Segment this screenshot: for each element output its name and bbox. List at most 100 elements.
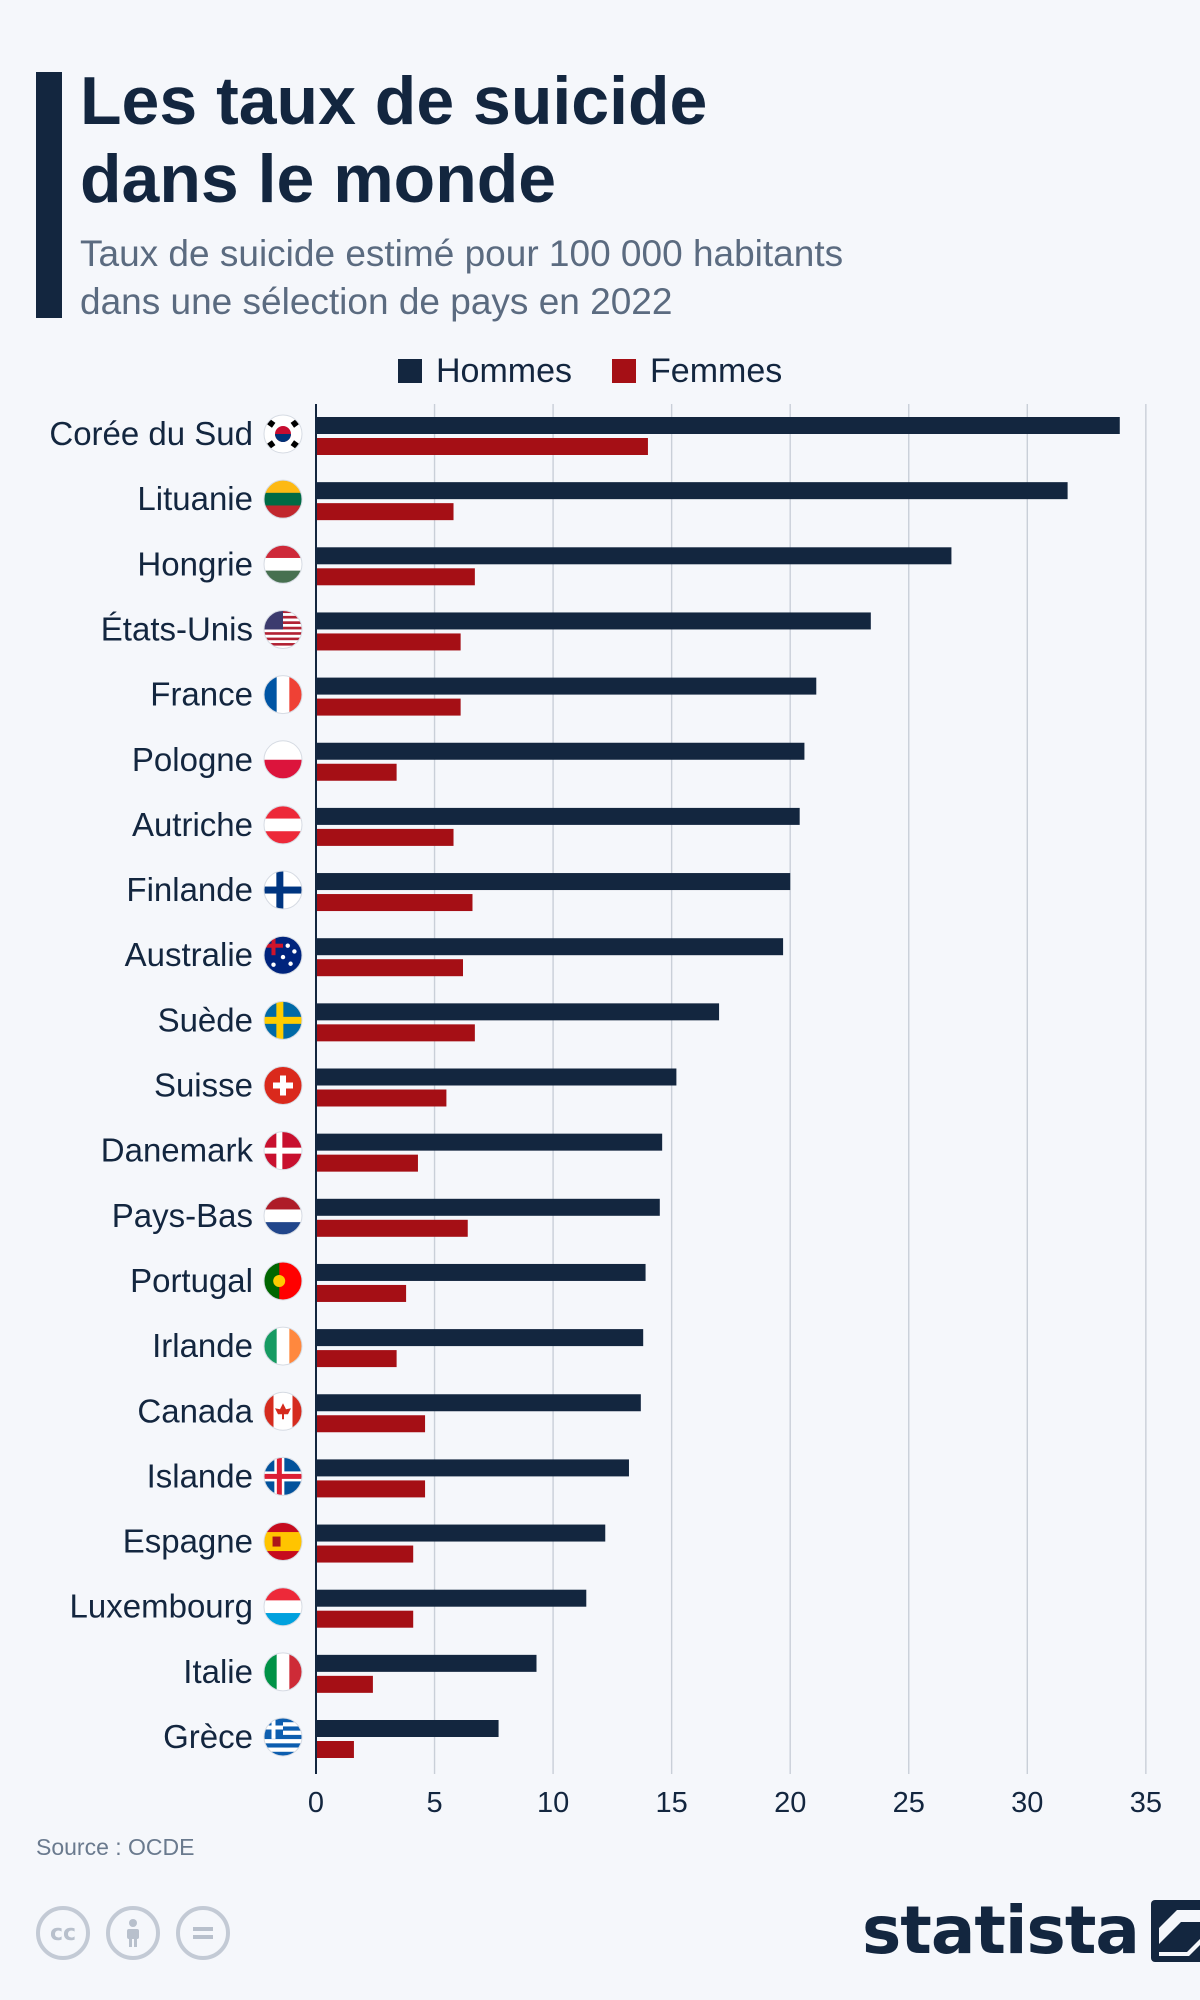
- statista-mark-icon: [1150, 1900, 1200, 1962]
- flag-outline: [263, 544, 303, 584]
- finland-flag-icon: [264, 871, 302, 910]
- bar-hommes: [316, 1198, 660, 1216]
- hungary-flag-icon: [264, 545, 302, 584]
- category-label: Finlande: [126, 871, 253, 908]
- category-label: Luxembourg: [70, 1588, 253, 1625]
- flag-outline: [263, 1066, 303, 1105]
- bar-femmes: [316, 438, 648, 455]
- statista-logo[interactable]: statista: [862, 1896, 1200, 1966]
- switzerland-flag-icon: [264, 1066, 302, 1105]
- flag-outline: [263, 740, 303, 780]
- bar-femmes: [316, 1545, 414, 1563]
- bar-femmes: [316, 894, 473, 912]
- bar-hommes: [316, 417, 1120, 434]
- legend-item-femmes: Femmes: [612, 352, 782, 391]
- bar-femmes: [316, 1154, 418, 1172]
- bar-femmes: [316, 1350, 397, 1368]
- category-label: Portugal: [130, 1262, 253, 1299]
- flag-outline: [263, 1587, 303, 1627]
- bar-femmes: [316, 568, 475, 586]
- bar-femmes: [316, 1284, 407, 1302]
- flag-outline: [263, 870, 303, 910]
- category-label: Corée du Sud: [49, 415, 253, 452]
- category-label: Hongrie: [137, 545, 253, 582]
- flag-outline: [263, 1261, 303, 1301]
- legend-item-hommes: Hommes: [398, 352, 572, 391]
- portugal-flag-icon: [264, 1261, 302, 1300]
- flag-outline: [263, 805, 303, 845]
- bar-hommes: [316, 1003, 720, 1021]
- category-label: Italie: [183, 1653, 253, 1690]
- bar-femmes: [316, 959, 464, 977]
- category-label: Australie: [125, 936, 253, 973]
- bar-femmes: [316, 1219, 468, 1237]
- bar-hommes: [316, 1133, 663, 1151]
- category-label: Pays-Bas: [112, 1197, 253, 1234]
- category-label: Islande: [147, 1457, 253, 1494]
- category-label: Autriche: [132, 806, 253, 843]
- iceland-flag-icon: [264, 1457, 302, 1496]
- netherlands-flag-icon: [264, 1196, 302, 1235]
- source-note: Source : OCDE: [36, 1834, 195, 1860]
- bar-hommes: [316, 807, 800, 825]
- greece-flag-icon: [264, 1718, 302, 1756]
- flag-outline: [263, 609, 303, 649]
- bar-hommes: [316, 677, 817, 695]
- bar-hommes: [316, 1720, 499, 1737]
- flag-outline: [263, 1196, 303, 1236]
- sweden-flag-icon: [264, 1001, 302, 1040]
- poland-flag-icon: [264, 740, 302, 779]
- bar-femmes: [316, 1415, 426, 1433]
- bar-femmes: [316, 1741, 354, 1758]
- category-label: Danemark: [101, 1132, 254, 1169]
- bar-femmes: [316, 698, 461, 716]
- bar-femmes: [316, 1480, 426, 1498]
- flag-outline: [263, 1652, 303, 1692]
- flag-outline: [263, 1000, 303, 1040]
- bar-femmes: [316, 763, 397, 781]
- bar-hommes: [316, 1394, 641, 1412]
- x-tick-label: 5: [426, 1787, 442, 1819]
- australia-flag-icon: [264, 936, 302, 975]
- bar-hommes: [316, 742, 805, 760]
- canada-flag-icon: [264, 1392, 302, 1431]
- person-icon: [127, 1919, 139, 1947]
- x-tick-label: 15: [656, 1787, 688, 1819]
- page-title: Les taux de suicide dans le monde: [80, 63, 708, 217]
- category-label: Pologne: [132, 741, 253, 778]
- bar-hommes: [316, 873, 791, 891]
- x-tick-label: 10: [537, 1787, 569, 1819]
- italy-flag-icon: [264, 1652, 302, 1691]
- flag-outline: [263, 1717, 303, 1757]
- bar-hommes: [316, 1459, 629, 1477]
- nd-icon[interactable]: [176, 1906, 230, 1960]
- bar-hommes: [316, 1524, 606, 1542]
- by-icon[interactable]: [106, 1906, 160, 1960]
- flag-outline: [263, 1131, 303, 1171]
- france-flag-icon: [264, 675, 302, 714]
- category-label: Suède: [158, 1001, 253, 1038]
- flag-outline: [263, 1522, 303, 1562]
- flag-outline: [263, 479, 303, 519]
- flag-outline: [263, 414, 303, 454]
- equals-icon: [193, 1927, 213, 1939]
- license-icons: cc: [36, 1906, 230, 1960]
- denmark-flag-icon: [264, 1131, 302, 1170]
- legend-swatch-femmes: [612, 359, 637, 383]
- flag-outline: [263, 675, 303, 715]
- category-label: Grèce: [163, 1718, 253, 1755]
- category-label: Irlande: [152, 1327, 253, 1364]
- category-label: Suisse: [154, 1067, 253, 1104]
- lithuania-flag-icon: [264, 480, 302, 519]
- flag-outline: [263, 935, 303, 975]
- bar-hommes: [316, 1329, 644, 1347]
- bar-femmes: [316, 1024, 475, 1042]
- cc-icon[interactable]: cc: [36, 1906, 90, 1960]
- x-tick-label: 20: [774, 1787, 806, 1819]
- x-tick-label: 35: [1130, 1787, 1162, 1819]
- spain-flag-icon: [264, 1522, 302, 1561]
- brand-wordmark: statista: [862, 1892, 1140, 1969]
- chart-legend: Hommes Femmes: [398, 346, 782, 396]
- bar-chart: 0 5 10 15 20 25 30 35 Corée du Sud Lituanie Hongri…: [49, 404, 1162, 1819]
- flag-outline: [263, 1326, 303, 1366]
